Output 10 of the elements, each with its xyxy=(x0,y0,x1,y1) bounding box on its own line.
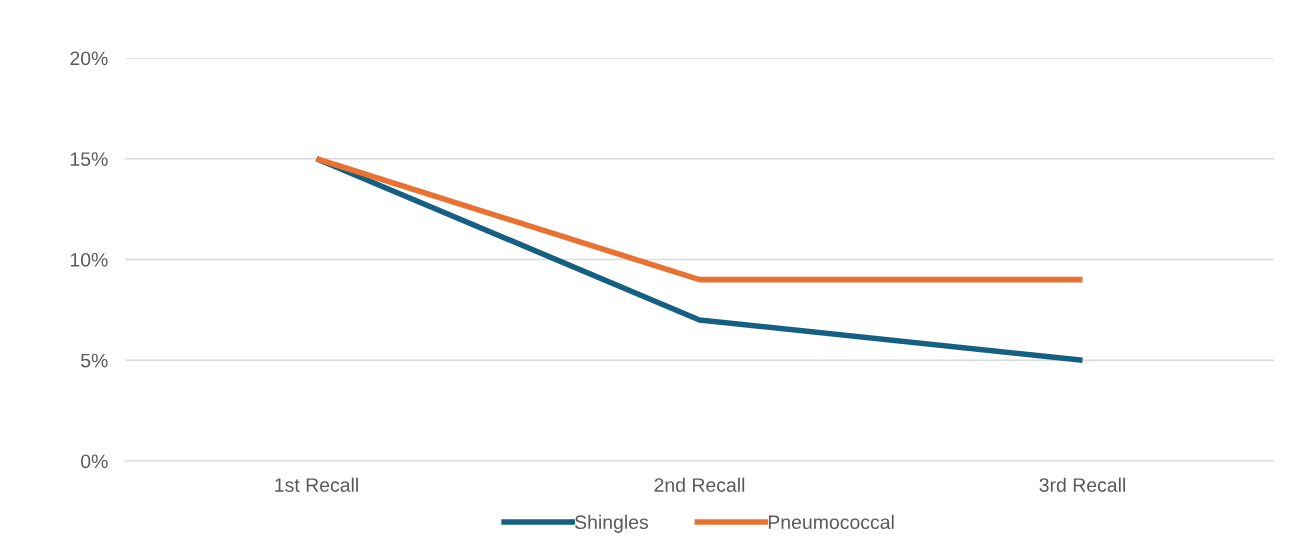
legend-label: Pneumococcal xyxy=(768,514,894,530)
y-tick-label: 10% xyxy=(70,252,108,267)
y-tick-label: 20% xyxy=(70,51,108,66)
y-tick-label: 0% xyxy=(80,454,108,469)
legend-label: Shingles xyxy=(575,514,649,533)
y-tick-label: 15% xyxy=(70,152,108,166)
y-tick-label: 5% xyxy=(81,353,108,368)
x-tick-label: 2nd Recall xyxy=(654,477,745,492)
x-tick-label: 3rd Recall xyxy=(1039,477,1125,492)
x-tick-label: 1st Recall xyxy=(275,477,358,492)
